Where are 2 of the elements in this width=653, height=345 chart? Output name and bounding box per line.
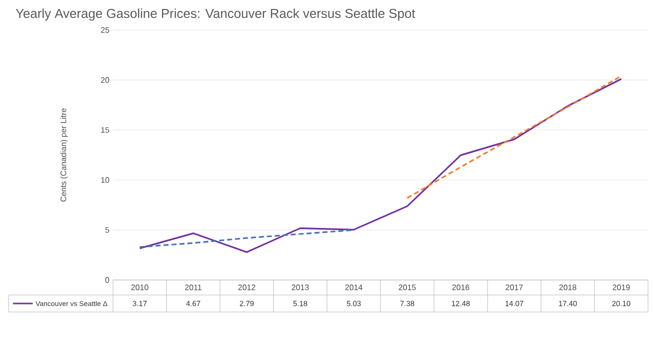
chart-title: Yearly Average Gasoline Prices: Vancouver Rack versus Seattle Spot	[16, 8, 416, 21]
line-series	[138, 78, 622, 253]
